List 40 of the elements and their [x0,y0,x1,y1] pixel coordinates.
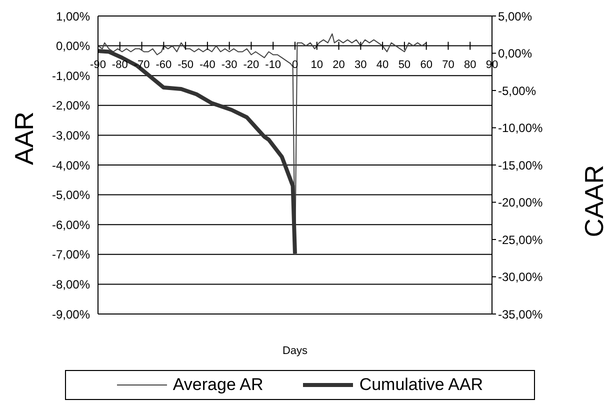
x-tick-label: 70 [442,58,454,71]
legend-label: Cumulative AAR [359,375,484,395]
x-tick-label: 60 [420,58,432,71]
x-tick-label: 40 [376,58,389,71]
y-tick-label: 0,00% [56,39,90,54]
y2-tick-label: -35,00% [498,307,544,322]
y-tick-label: -3,00% [52,128,90,142]
x-tick-label: -20 [243,58,260,71]
y-tick-label: -4,00% [52,158,90,172]
x-tick-label: 30 [354,58,367,71]
y2-tick-label: -15,00% [498,158,544,172]
y-tick-label: -8,00% [52,277,90,292]
x-tick-label: -50 [178,58,194,71]
y2-tick-label: 0,00% [498,46,532,61]
y-tick-label: -2,00% [52,98,90,113]
x-tick-label: -60 [156,58,172,71]
y-tick-label: -5,00% [52,188,90,202]
x-tick-label: 50 [398,58,411,71]
y-axis-title: AAR [9,112,40,165]
y2-tick-label: -20,00% [498,196,544,210]
x-tick-label: 20 [332,58,345,71]
x-tick-label: -40 [199,58,216,71]
y2-tick-label: -25,00% [498,232,544,247]
y-tick-label: 1,00% [56,9,90,24]
y2-tick-label: -5,00% [498,84,536,98]
y-tick-label: -7,00% [52,248,90,262]
y2-tick-label: 5,00% [498,9,532,24]
x-axis-title: Days [282,345,308,357]
legend-label: Average AR [172,375,264,395]
y2-axis-title: CAAR [579,165,604,238]
x-tick-label: -30 [221,58,238,71]
x-tick-label: -10 [265,58,282,71]
y-tick-label: -1,00% [52,68,90,83]
x-tick-label: 10 [310,58,324,71]
y2-tick-label: -10,00% [498,121,544,136]
x-tick-label: -80 [112,58,128,71]
y-tick-label: -9,00% [52,307,90,322]
x-tick-label: 80 [464,58,476,71]
y2-tick-label: -30,00% [498,270,544,284]
y-tick-label: -6,00% [52,218,90,232]
